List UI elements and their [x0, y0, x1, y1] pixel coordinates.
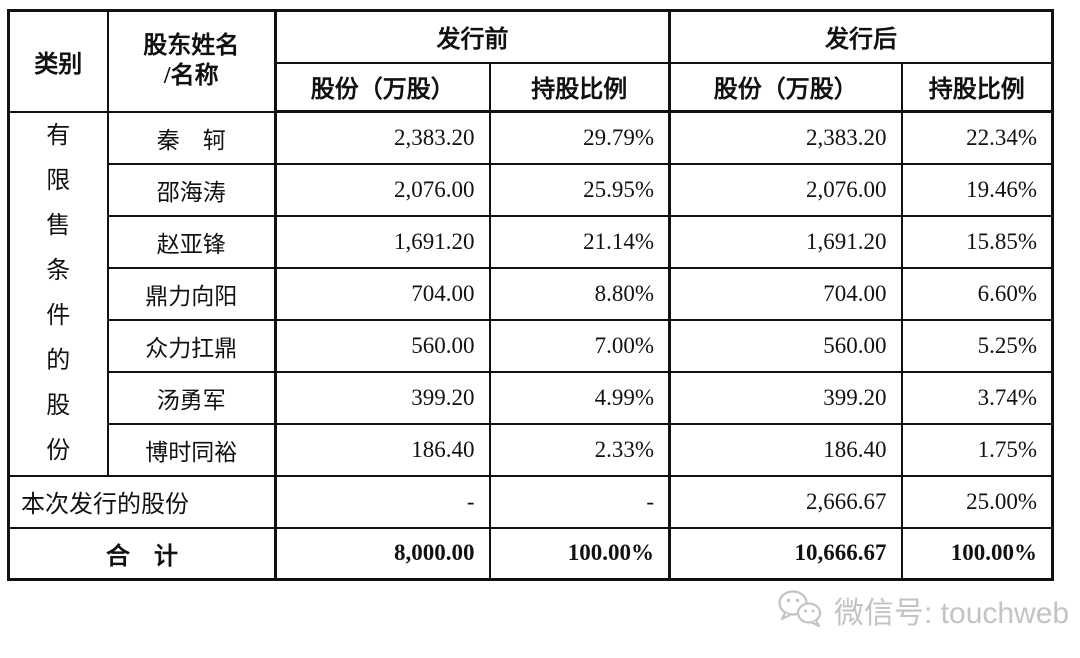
new-issue-label: 本次发行的股份 [7, 474, 277, 529]
post-pct-value: 15.85% [900, 214, 1054, 269]
header-shareholder-line2: /名称 [163, 63, 219, 90]
pre-shares-value: 560.00 [274, 318, 491, 373]
pre-pct-value: 7.00% [488, 318, 671, 373]
header-post-ratio: 持股比例 [900, 61, 1054, 113]
post-pct-value: 1.75% [900, 422, 1054, 477]
header-post-shares: 股份（万股） [668, 61, 903, 113]
post-shares-value: 560.00 [668, 318, 903, 373]
header-category: 类别 [7, 9, 109, 113]
header-post-issue: 发行后 [668, 9, 1054, 64]
pre-pct-value: 4.99% [488, 370, 671, 425]
pre-pct-value: 29.79% [488, 110, 671, 165]
watermark-text: 微信号: touchweb [834, 597, 1070, 630]
header-shareholder-line1: 股东姓名 [143, 33, 240, 60]
table-row: 鼎力向阳 704.00 8.80% 704.00 6.60% [9, 266, 1054, 321]
post-pct-value: 5.25% [900, 318, 1054, 373]
pre-shares-value: 186.40 [274, 422, 491, 477]
total-post-shares: 10,666.67 [668, 526, 903, 581]
table-row: 汤勇军 399.20 4.99% 399.20 3.74% [9, 370, 1054, 425]
category-group-label: 有限售条件的股份 [46, 122, 71, 464]
header-shareholder-name: 股东姓名 /名称 [106, 9, 277, 113]
header-row-groups: 类别 股东姓名 /名称 发行前 发行后 [7, 9, 1054, 113]
pre-shares-value: 704.00 [274, 266, 491, 321]
shareholder-name: 秦 轲 [106, 110, 277, 165]
shareholder-name: 赵亚锋 [106, 214, 277, 269]
header-pre-issue: 发行前 [274, 9, 671, 64]
pre-pct-value: 2.33% [488, 422, 671, 477]
new-issue-row: 本次发行的股份 - - 2,666.67 25.00% [7, 474, 1054, 529]
shareholder-name: 鼎力向阳 [106, 266, 277, 321]
pre-shares-value: 399.20 [274, 370, 491, 425]
total-pre-shares: 8,000.00 [274, 526, 491, 581]
post-pct-value: 6.60% [900, 266, 1054, 321]
post-pct-value: 25.00% [900, 474, 1054, 529]
pre-shares-value: - [274, 474, 491, 529]
pre-shares-value: 2,076.00 [274, 162, 491, 217]
shareholder-name: 众力扛鼎 [106, 318, 277, 373]
shareholder-name: 汤勇军 [106, 370, 277, 425]
table-row: 邵海涛 2,076.00 25.95% 2,076.00 19.46% [9, 162, 1054, 217]
shareholding-table: 类别 股东姓名 /名称 发行前 发行后 股份（万股） 持股比例 股份（万股） 持… [7, 9, 1054, 581]
total-row: 合 计 8,000.00 100.00% 10,666.67 100.00% [7, 526, 1054, 581]
pre-shares-value: 2,383.20 [274, 110, 491, 165]
header-pre-shares: 股份（万股） [274, 61, 491, 113]
table-row: 博时同裕 186.40 2.33% 186.40 1.75% [9, 422, 1054, 477]
header-row-columns: 股份（万股） 持股比例 股份（万股） 持股比例 [9, 61, 1054, 113]
post-shares-value: 399.20 [668, 370, 903, 425]
total-post-pct: 100.00% [900, 526, 1054, 581]
pre-pct-value: 8.80% [488, 266, 671, 321]
shareholder-name: 博时同裕 [106, 422, 277, 477]
pre-shares-value: 1,691.20 [274, 214, 491, 269]
wechat-icon [778, 590, 822, 628]
post-shares-value: 2,666.67 [668, 474, 903, 529]
total-pre-pct: 100.00% [488, 526, 671, 581]
post-pct-value: 22.34% [900, 110, 1054, 165]
shareholder-name: 邵海涛 [106, 162, 277, 217]
table-row: 众力扛鼎 560.00 7.00% 560.00 5.25% [9, 318, 1054, 373]
table-row: 有限售条件的股份 秦 轲 2,383.20 29.79% 2,383.20 22… [7, 110, 1054, 477]
pre-pct-value: 21.14% [488, 214, 671, 269]
header-pre-ratio: 持股比例 [488, 61, 671, 113]
post-shares-value: 704.00 [668, 266, 903, 321]
post-shares-value: 186.40 [668, 422, 903, 477]
pre-pct-value: 25.95% [488, 162, 671, 217]
wechat-watermark: 微信号: touchweb [776, 588, 1069, 632]
category-group-cell: 有限售条件的股份 [7, 110, 109, 477]
total-label: 合 计 [7, 526, 277, 581]
table-row: 赵亚锋 1,691.20 21.14% 1,691.20 15.85% [9, 214, 1054, 269]
pre-pct-value: - [488, 474, 671, 529]
post-shares-value: 2,383.20 [668, 110, 903, 165]
post-pct-value: 19.46% [900, 162, 1054, 217]
post-pct-value: 3.74% [900, 370, 1054, 425]
post-shares-value: 1,691.20 [668, 214, 903, 269]
post-shares-value: 2,076.00 [668, 162, 903, 217]
